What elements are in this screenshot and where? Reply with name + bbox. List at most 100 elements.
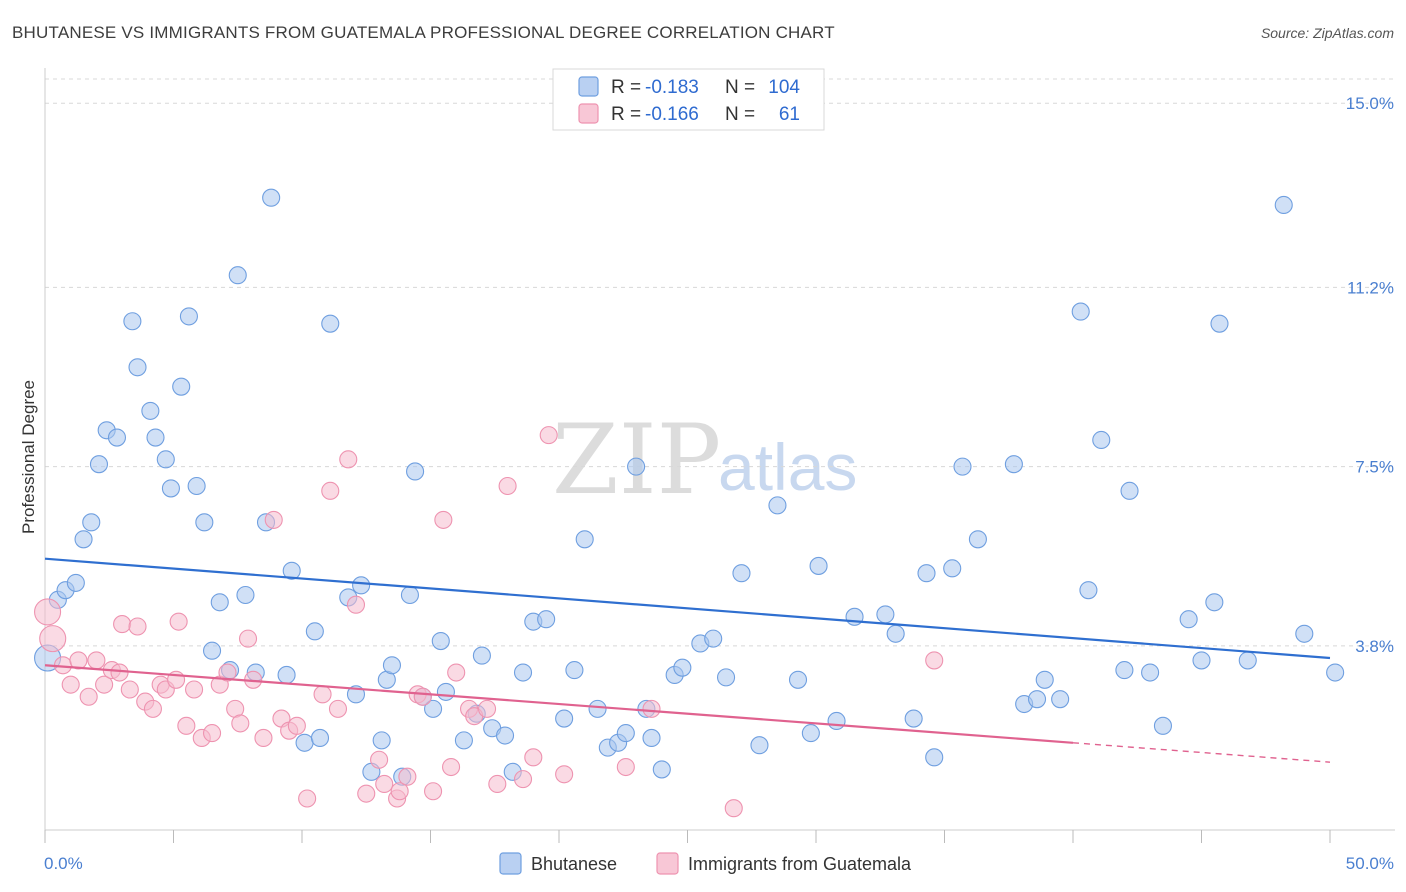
bhutanese-point-74 xyxy=(768,496,787,515)
trend-line-bhutanese xyxy=(44,557,1331,660)
watermark-atlas: atlas xyxy=(718,430,857,504)
guatemala-point-10 xyxy=(113,615,132,634)
bhutanese-point-51 xyxy=(495,726,515,745)
bhutanese-point-15 xyxy=(172,377,191,396)
bhutanese-point-97 xyxy=(1120,481,1139,500)
guatemala-point-61 xyxy=(616,757,635,777)
bhutanese-point-91 xyxy=(1035,670,1054,689)
bhutanese-point-102 xyxy=(1205,593,1224,612)
guatemala-point-51 xyxy=(447,663,466,682)
bhutanese-point-42 xyxy=(406,462,425,481)
bhutanese-point-75 xyxy=(788,670,808,689)
bhutanese-point-70 xyxy=(704,629,723,648)
bhutanese-point-98 xyxy=(1141,663,1160,682)
bhutanese-point-104 xyxy=(1238,651,1257,670)
bhutanese-point-86 xyxy=(953,457,972,476)
guatemala-point-24 xyxy=(218,663,237,682)
guatemala-point-29 xyxy=(254,728,273,747)
watermark: ZIP atlas xyxy=(552,404,857,516)
guatemala-point-14 xyxy=(143,699,162,718)
chart-title: BHUTANESE VS IMMIGRANTS FROM GUATEMALA P… xyxy=(12,23,835,42)
bhutanese-point-101 xyxy=(1192,651,1211,670)
y-axis-label: Professional Degree xyxy=(19,380,38,534)
guatemala-point-59 xyxy=(539,426,558,445)
y-tick-label-0: 3.8% xyxy=(1355,637,1394,656)
guatemala-point-49 xyxy=(434,510,453,529)
legend-r-label-2: R = xyxy=(611,104,641,125)
trend-lines xyxy=(44,557,1331,763)
guatemala-point-22 xyxy=(203,724,222,743)
legend-n-value-2: 61 xyxy=(779,104,800,125)
trend-line-guatemala xyxy=(44,664,1074,744)
bhutanese-point-96 xyxy=(1115,661,1134,680)
bhutanese-point-73 xyxy=(750,736,769,755)
guatemala-point-62 xyxy=(642,699,661,718)
guatemala-point-58 xyxy=(524,748,543,767)
bhutanese-point-46 xyxy=(436,682,455,701)
guatemala-point-6 xyxy=(87,651,106,670)
bhutanese-point-77 xyxy=(809,556,828,575)
bhutanese-point-68 xyxy=(673,658,692,677)
bhutanese-point-14 xyxy=(161,479,180,498)
bhutanese-point-59 xyxy=(588,699,607,718)
guatemala-point-34 xyxy=(298,789,317,808)
bhutanese-point-11 xyxy=(141,401,160,420)
bhutanese-point-85 xyxy=(943,559,962,578)
bhutanese-point-53 xyxy=(513,663,533,682)
bhutanese-point-94 xyxy=(1079,581,1098,600)
gridlines xyxy=(45,78,1395,647)
guatemala-point-12 xyxy=(128,617,147,636)
bhutanese-point-8 xyxy=(107,428,127,447)
bhutanese-point-78 xyxy=(827,711,846,731)
guatemala-point-30 xyxy=(264,510,283,529)
x-tick-marks xyxy=(44,830,1331,843)
bhutanese-point-31 xyxy=(310,728,330,747)
bhutanese-point-83 xyxy=(917,564,936,583)
bhutanese-point-88 xyxy=(1004,455,1023,474)
bhutanese-point-47 xyxy=(454,731,473,750)
bhutanese-point-35 xyxy=(352,576,371,595)
bhutanese-point-107 xyxy=(1326,663,1345,682)
bhutanese-point-10 xyxy=(128,358,147,377)
x-tick-label-min: 0.0% xyxy=(44,854,83,873)
guatemala-point-37 xyxy=(328,699,348,718)
guatemala-point-1 xyxy=(39,625,67,653)
bhutanese-point-106 xyxy=(1295,624,1314,643)
bhutanese-point-57 xyxy=(565,661,584,680)
bhutanese-point-9 xyxy=(123,312,142,331)
bhutanese-point-28 xyxy=(282,561,301,580)
guatemala-point-63 xyxy=(724,799,743,818)
bhutanese-point-62 xyxy=(616,724,635,743)
guatemala-point-45 xyxy=(398,767,417,786)
legend-n-label-2: N = xyxy=(725,104,755,125)
bhutanese-point-81 xyxy=(886,624,905,643)
bhutanese-point-39 xyxy=(382,656,402,675)
bhutanese-point-105 xyxy=(1274,195,1293,215)
bhutanese-point-6 xyxy=(89,455,109,474)
y-tick-label-2: 11.2% xyxy=(1347,278,1394,297)
guatemala-point-41 xyxy=(370,750,389,769)
series-legend: Bhutanese Immigrants from Guatemala xyxy=(499,852,912,875)
bhutanese-point-66 xyxy=(652,760,671,779)
bhutanese-point-27 xyxy=(277,665,296,685)
guatemala-point-56 xyxy=(498,476,517,496)
bhutanese-point-80 xyxy=(876,605,895,624)
bhutanese-point-99 xyxy=(1153,716,1172,735)
bhutanese-point-44 xyxy=(424,699,443,718)
bhutanese-point-37 xyxy=(372,731,391,750)
x-tick-label-max: 50.0% xyxy=(1346,854,1394,873)
bhutanese-point-49 xyxy=(472,646,491,665)
y-tick-labels: 3.8% 7.5% 11.2% 15.0% xyxy=(1346,94,1394,656)
bhutanese-point-84 xyxy=(925,748,944,767)
guatemala-point-39 xyxy=(346,595,366,614)
bhutanese-point-17 xyxy=(187,476,206,496)
bottom-legend-label-bhutanese: Bhutanese xyxy=(531,854,617,874)
bhutanese-point-55 xyxy=(537,610,556,629)
bottom-legend-label-guatemala: Immigrants from Guatemala xyxy=(688,854,912,874)
legend-n-label-1: N = xyxy=(725,77,755,98)
guatemala-point-3 xyxy=(61,675,80,694)
trend-line-guatemala-extension xyxy=(1072,742,1331,763)
bhutanese-point-19 xyxy=(203,641,222,660)
bhutanese-point-32 xyxy=(321,314,340,333)
bhutanese-point-65 xyxy=(642,728,661,747)
